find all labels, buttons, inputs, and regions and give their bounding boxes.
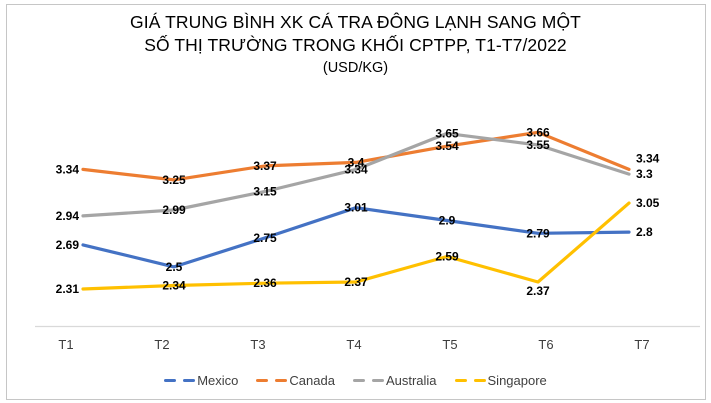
data-label-canada-t3: 3.37 — [253, 159, 277, 173]
legend-dash-icon — [473, 378, 486, 382]
series-line-canada — [81, 130, 631, 182]
data-label-mexico-t5: 2.9 — [439, 214, 456, 228]
series-line-mexico — [81, 206, 631, 269]
chart-title-line2: SỐ THỊ TRƯỜNG TRONG KHỐI CPTPP, T1-T7/20… — [144, 35, 567, 55]
data-label-mexico-t6: 2.79 — [526, 226, 550, 240]
data-label-canada-t6: 3.66 — [526, 125, 550, 139]
data-label-mexico-t4: 3.01 — [344, 201, 368, 215]
x-tick-label: T1 — [58, 337, 73, 352]
data-label-australia-t7: 3.3 — [636, 167, 653, 181]
legend-dash-icon — [352, 378, 365, 382]
legend-item-singapore: Singapore — [454, 372, 547, 388]
legend-dash-icon — [371, 378, 384, 382]
legend-item-canada: Canada — [256, 373, 335, 388]
x-tick-label: T7 — [634, 337, 649, 352]
data-label-australia-t3: 3.15 — [253, 184, 277, 198]
data-label-canada-t1: 3.34 — [56, 162, 80, 176]
legend-dash-icon — [454, 378, 467, 382]
legend-dash-icon — [256, 378, 269, 382]
data-label-canada-t4: 3.4 — [348, 155, 365, 169]
data-label-mexico-t1: 2.69 — [56, 238, 80, 252]
x-tick-label: T2 — [154, 337, 169, 352]
x-tick-label: T3 — [250, 337, 265, 352]
chart-title: GIÁ TRUNG BÌNH XK CÁ TRA ĐÔNG LẠNH SANG … — [0, 11, 711, 80]
data-label-singapore-t7: 3.05 — [636, 196, 660, 210]
legend-item-australia: Australia — [352, 372, 437, 388]
chart-title-units: (USD/KG) — [322, 60, 389, 76]
data-label-singapore-t3: 2.36 — [253, 276, 277, 290]
chart-legend: Mexico Canada Australia Singapore — [0, 370, 711, 390]
chart-title-line1: GIÁ TRUNG BÌNH XK CÁ TRA ĐÔNG LẠNH SANG … — [130, 12, 581, 32]
series-line-singapore — [81, 201, 631, 291]
data-label-mexico-t7: 2.8 — [636, 225, 653, 239]
legend-label: Canada — [289, 372, 335, 388]
legend-dash-icon — [183, 378, 196, 382]
data-label-singapore-t5: 2.59 — [435, 249, 459, 263]
data-label-singapore-t6: 2.37 — [526, 284, 550, 298]
legend-label: Australia — [385, 372, 437, 388]
data-label-australia-t6: 3.55 — [526, 138, 550, 152]
x-tick-label: T5 — [442, 337, 457, 352]
legend-label: Mexico — [197, 372, 239, 388]
data-label-canada-t2: 3.25 — [162, 173, 186, 187]
legend-dash-icon — [275, 378, 288, 382]
legend-item-mexico: Mexico — [164, 373, 238, 388]
data-label-singapore-t1: 2.31 — [56, 282, 80, 296]
data-label-mexico-t2: 2.5 — [166, 260, 183, 274]
data-label-australia-t4: 3.34 — [344, 162, 368, 176]
data-label-australia-t1: 2.94 — [56, 209, 80, 223]
data-label-australia-t2: 2.99 — [162, 203, 186, 217]
data-label-singapore-t2: 2.34 — [162, 279, 186, 293]
data-label-canada-t5: 3.54 — [435, 139, 459, 153]
x-tick-label: T6 — [538, 337, 553, 352]
legend-label: Singapore — [487, 372, 547, 388]
data-label-mexico-t3: 2.75 — [253, 231, 277, 245]
data-label-australia-t5: 3.65 — [435, 126, 459, 140]
x-tick-label: T4 — [346, 337, 361, 352]
legend-dash-icon — [164, 378, 177, 382]
data-label-canada-t7: 3.34 — [636, 151, 660, 165]
series-line-australia — [81, 131, 631, 218]
data-label-singapore-t4: 2.37 — [344, 275, 368, 289]
